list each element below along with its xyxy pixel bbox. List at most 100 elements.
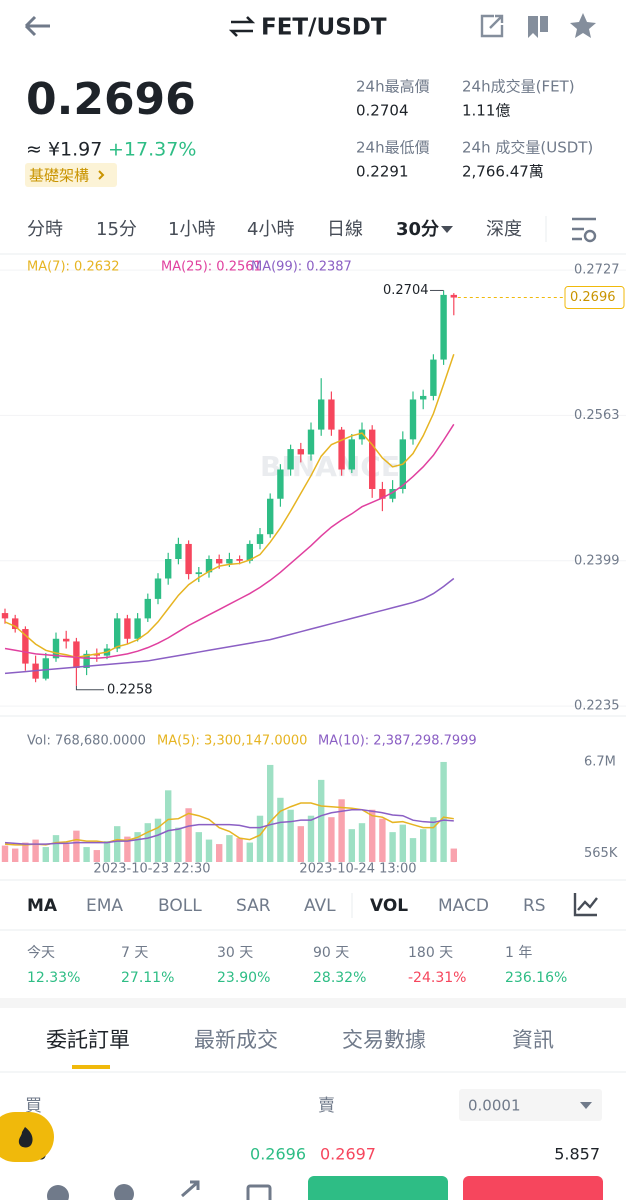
candle-body xyxy=(134,618,141,639)
performance-label: 7 天 xyxy=(121,945,148,961)
order-tab[interactable]: 委託訂單 xyxy=(46,1028,130,1052)
nav-icon[interactable] xyxy=(47,1185,69,1200)
stat-label: 24h成交量(FET) xyxy=(462,78,575,96)
interval-tab[interactable]: 分時 xyxy=(27,219,63,240)
volume-legend: Vol: 768,680.0000 xyxy=(27,734,146,749)
candle-body xyxy=(216,559,223,564)
candle-body xyxy=(1,613,9,619)
volume-bar xyxy=(154,818,162,862)
candle-body xyxy=(430,359,437,396)
price-change: +17.37% xyxy=(108,139,196,161)
active-tab-indicator xyxy=(72,1065,110,1069)
book-icon[interactable] xyxy=(528,16,548,38)
nav-icon[interactable] xyxy=(181,1180,200,1198)
candle-body xyxy=(226,559,233,564)
stat-label: 24h最低價 xyxy=(356,139,430,157)
pair-title[interactable]: FET/USDT xyxy=(261,15,387,41)
interval-tab[interactable]: 30分 xyxy=(396,219,439,240)
y-tick-label: 0.2563 xyxy=(574,408,620,423)
swap-icon xyxy=(228,16,256,37)
volume-bar xyxy=(409,838,417,862)
candle-body xyxy=(450,294,457,298)
stat-value: 1.11億 xyxy=(462,102,510,120)
indicator-tab[interactable]: RS xyxy=(523,896,546,916)
volume-bar xyxy=(246,842,253,862)
tag-badge[interactable] xyxy=(25,163,117,187)
volume-bar xyxy=(389,832,396,862)
back-button[interactable] xyxy=(24,15,50,37)
performance-value: 27.11% xyxy=(121,970,174,986)
performance-label: 今天 xyxy=(27,945,55,961)
candle-body xyxy=(52,638,60,659)
interval-tab[interactable]: 15分 xyxy=(96,219,137,240)
volume-ma-legend: MA(10): 2,387,298.7999 xyxy=(318,734,477,749)
candle-body xyxy=(256,534,264,544)
candle-body xyxy=(175,543,182,560)
volume-bar xyxy=(267,764,274,862)
volume-bar xyxy=(175,827,182,862)
candle-body xyxy=(287,449,294,470)
indicator-tab[interactable]: EMA xyxy=(86,896,123,916)
candle-body xyxy=(22,629,29,664)
volume-bar xyxy=(328,817,335,862)
volume-bar xyxy=(63,844,70,862)
volume-bar xyxy=(430,817,437,862)
chart-settings-icon[interactable] xyxy=(572,217,597,243)
indicator-tab[interactable]: SAR xyxy=(236,896,271,916)
ma-line xyxy=(4,354,455,659)
low-marker xyxy=(75,685,104,691)
candle-body xyxy=(124,618,131,639)
volume-bar xyxy=(450,848,457,862)
nav-icon[interactable] xyxy=(114,1184,134,1200)
indicator-tab[interactable]: MA xyxy=(27,896,58,916)
order-tab[interactable]: 最新成交 xyxy=(194,1028,278,1052)
candle-body xyxy=(338,429,345,470)
indicator-tab[interactable]: AVL xyxy=(304,896,336,916)
indicator-settings-icon[interactable] xyxy=(573,893,598,917)
candle-body xyxy=(379,488,386,499)
buy-button[interactable] xyxy=(308,1176,448,1200)
performance-value: -24.31% xyxy=(408,970,466,986)
high-label: 0.2704 xyxy=(383,283,429,298)
section-gap xyxy=(0,998,626,1008)
stat-value: 0.2704 xyxy=(356,102,409,120)
volume-bar xyxy=(22,842,29,862)
performance-value: 23.90% xyxy=(217,970,270,986)
indicator-tab[interactable]: BOLL xyxy=(158,896,202,916)
candle-body xyxy=(389,488,396,499)
share-icon[interactable] xyxy=(480,14,504,38)
ma-line xyxy=(4,577,455,675)
precision-select[interactable] xyxy=(459,1089,602,1121)
interval-tab[interactable]: 深度 xyxy=(486,219,522,240)
low-label: 0.2258 xyxy=(107,682,153,697)
dropdown-arrow xyxy=(441,226,453,233)
volume-bar xyxy=(348,829,355,862)
interval-tab[interactable]: 4小時 xyxy=(247,219,294,240)
candle-body xyxy=(73,641,80,669)
volume-bar xyxy=(73,830,80,862)
tag-label[interactable]: 基礎架構 xyxy=(29,167,89,185)
volume-bar xyxy=(93,850,100,862)
ma-legend: MA(99): 0.2387 xyxy=(251,260,352,275)
indicator-tab[interactable]: VOL xyxy=(370,896,408,916)
interval-tab[interactable]: 1小時 xyxy=(168,219,215,240)
indicator-tab[interactable]: MACD xyxy=(438,896,489,916)
candle-body xyxy=(420,395,427,400)
order-tab[interactable]: 資訊 xyxy=(512,1028,554,1052)
sell-button[interactable] xyxy=(463,1176,603,1200)
volume-bar xyxy=(52,835,60,862)
volume-bar xyxy=(338,799,345,862)
interval-tab[interactable]: 日線 xyxy=(327,219,363,240)
volume-bar xyxy=(256,815,264,862)
ma-line xyxy=(4,423,455,660)
volume-bar xyxy=(216,844,223,862)
order-tab[interactable]: 交易數據 xyxy=(342,1028,426,1052)
volume-bar xyxy=(114,826,121,862)
volume-bar xyxy=(369,809,376,862)
performance-value: 236.16% xyxy=(505,970,567,986)
nav-icon[interactable] xyxy=(246,1184,272,1200)
candle-body xyxy=(358,429,366,440)
dropdown-arrow xyxy=(580,1102,592,1109)
favorite-icon[interactable] xyxy=(570,13,596,38)
candle-body xyxy=(93,653,100,656)
